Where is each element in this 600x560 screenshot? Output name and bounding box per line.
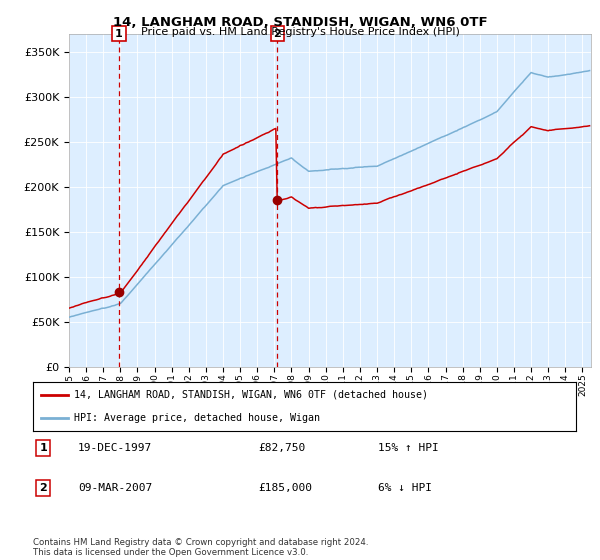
Text: 14, LANGHAM ROAD, STANDISH, WIGAN, WN6 0TF: 14, LANGHAM ROAD, STANDISH, WIGAN, WN6 0… — [113, 16, 487, 29]
Text: 6% ↓ HPI: 6% ↓ HPI — [378, 483, 432, 493]
Text: 1: 1 — [40, 443, 47, 453]
Text: £185,000: £185,000 — [258, 483, 312, 493]
Text: 15% ↑ HPI: 15% ↑ HPI — [378, 443, 439, 453]
Text: HPI: Average price, detached house, Wigan: HPI: Average price, detached house, Wiga… — [74, 413, 320, 423]
Text: 1: 1 — [115, 29, 123, 39]
Text: 09-MAR-2007: 09-MAR-2007 — [78, 483, 152, 493]
Text: 2: 2 — [40, 483, 47, 493]
Text: Contains HM Land Registry data © Crown copyright and database right 2024.
This d: Contains HM Land Registry data © Crown c… — [33, 538, 368, 557]
Text: £82,750: £82,750 — [258, 443, 305, 453]
Text: 2: 2 — [274, 29, 281, 39]
Text: 19-DEC-1997: 19-DEC-1997 — [78, 443, 152, 453]
Text: 14, LANGHAM ROAD, STANDISH, WIGAN, WN6 0TF (detached house): 14, LANGHAM ROAD, STANDISH, WIGAN, WN6 0… — [74, 390, 428, 400]
Text: Price paid vs. HM Land Registry's House Price Index (HPI): Price paid vs. HM Land Registry's House … — [140, 27, 460, 37]
